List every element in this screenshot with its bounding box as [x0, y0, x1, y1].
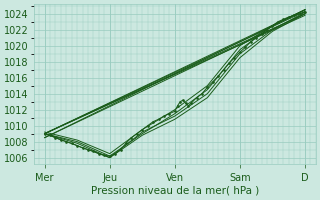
X-axis label: Pression niveau de la mer( hPa ): Pression niveau de la mer( hPa ) — [91, 186, 259, 196]
